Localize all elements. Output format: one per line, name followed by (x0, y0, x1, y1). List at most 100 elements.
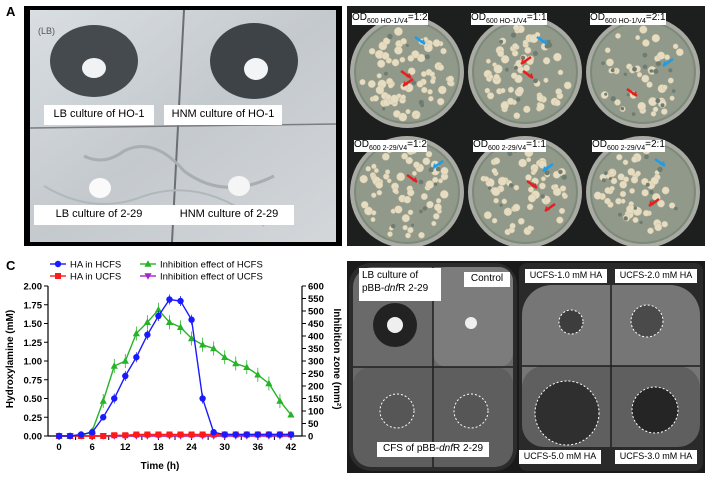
data-point (155, 431, 162, 438)
data-point (88, 429, 96, 436)
y-tick-label: 1.75 (24, 300, 43, 311)
data-point (254, 431, 262, 438)
y-tick-label: 1.25 (24, 338, 43, 349)
data-point (99, 397, 107, 404)
arrow-head (406, 73, 411, 78)
panel-letter-a: A (6, 4, 16, 19)
series-1 (55, 294, 295, 440)
ucfs-zone-5mm (534, 380, 600, 446)
cfs-well-2 (453, 393, 489, 429)
data-point (144, 331, 151, 338)
data-point (155, 312, 162, 320)
panel-c-chart: Hydroxylamine (mM) Inhibition zone (mm²)… (5, 260, 342, 473)
data-point (199, 340, 207, 348)
x-axis-label: Time (h) (141, 461, 180, 472)
od-label-229-1-2: OD600 2-29/V4=1:2 (354, 139, 427, 152)
od-label-229-1-1: OD600 2-29/V4=1:1 (473, 139, 546, 152)
data-point (144, 431, 151, 438)
data-point (199, 395, 206, 402)
arrow-head (412, 177, 417, 182)
label-ucfs-1mm: UCFS-1.0 mM HA (525, 269, 607, 283)
control-well (465, 317, 477, 329)
data-point (210, 344, 218, 352)
y2-tick-label: 450 (308, 319, 324, 330)
data-point (265, 379, 273, 387)
y2-tick-label: 400 (308, 332, 324, 343)
data-point (265, 431, 273, 438)
data-point (276, 431, 284, 438)
x-tick-label: 0 (56, 442, 61, 453)
ucfs-zone-3mm (631, 386, 679, 434)
petri-dish-4 (350, 136, 464, 246)
panel-a-plate-image: (LB) (29, 9, 337, 243)
panel-letter-c: C (6, 258, 16, 273)
y2-tick-label: 350 (308, 344, 324, 355)
series-line (59, 298, 291, 437)
y-tick-label: 1.00 (24, 357, 43, 368)
data-point (122, 432, 129, 439)
data-point (232, 431, 239, 438)
ucfs-zone-2mm (630, 304, 664, 338)
y-tick-label: 0.75 (24, 375, 43, 386)
ucfs-zone-1mm (558, 309, 584, 335)
y2-tick-label: 0 (308, 432, 313, 443)
arrow-head (632, 91, 637, 96)
panel-a-photo: (LB) LB culture of HO-1 HNM culture of H… (24, 6, 342, 246)
data-point (177, 297, 184, 305)
colony-lb-229 (89, 178, 111, 198)
data-point (143, 318, 151, 326)
arrow-head (649, 201, 654, 206)
y2-tick-label: 50 (308, 419, 319, 430)
y-tick-label: 0.25 (24, 413, 43, 424)
y2-tick-label: 100 (308, 407, 324, 418)
plate-left (349, 263, 517, 471)
x-tick-label: 24 (186, 442, 197, 453)
label-control: Control (464, 272, 510, 287)
data-point (188, 316, 195, 323)
petri-dish-1 (350, 16, 464, 128)
panel-d-plates-image (349, 263, 703, 471)
arrow-head (660, 161, 665, 166)
y2-tick-label: 600 (308, 282, 324, 293)
y-axis-label: Hydroxylamine (mM) (5, 310, 16, 408)
data-point (111, 432, 118, 439)
legend-swatch-marker (54, 260, 62, 268)
data-point (133, 431, 140, 438)
od-label-ho1-1-1: OD600 HO-1/V4=1:1 (471, 12, 547, 25)
panel-b-plates-image (350, 16, 700, 246)
petri-dish-3 (586, 16, 700, 128)
arrow-head (542, 39, 547, 44)
colony-hnm-229 (228, 176, 250, 196)
label-lb-culture-pbb: LB culture of pBB-dnfR 2-29 (359, 268, 441, 301)
label-lb-culture-ho1: LB culture of HO-1 (44, 105, 154, 125)
x-tick-label: 18 (153, 442, 164, 453)
series-line (59, 308, 292, 437)
y2-tick-label: 500 (308, 307, 324, 318)
data-point (176, 323, 185, 331)
data-point (221, 431, 228, 438)
legend-swatch-marker (144, 260, 152, 267)
petri-dish-5 (468, 136, 582, 246)
arrow-head (545, 206, 550, 211)
data-point (287, 410, 295, 418)
label-ucfs-2mm: UCFS-2.0 mM HA (615, 269, 697, 283)
data-point (166, 296, 173, 303)
arrow-head (532, 183, 537, 188)
y2-tick-label: 150 (308, 394, 324, 405)
legend-item-4: Inhibition effect of UCFS (140, 272, 263, 283)
legend-item-1: HA in HCFS (50, 260, 121, 271)
x-tick-label: 30 (219, 442, 230, 453)
data-point (77, 431, 85, 438)
data-point (55, 432, 63, 440)
data-point (254, 370, 262, 378)
x-tick-label: 6 (90, 442, 95, 453)
label-ucfs-5mm: UCFS-5.0 mM HA (519, 450, 601, 464)
y2-axis-label: Inhibition zone (mm²) (331, 308, 342, 409)
data-point (188, 431, 195, 438)
data-point (110, 362, 118, 369)
y-tick-label: 0.00 (24, 432, 43, 443)
y2-tick-label: 550 (308, 294, 324, 305)
data-point (232, 359, 240, 367)
arrow-head (420, 39, 425, 44)
